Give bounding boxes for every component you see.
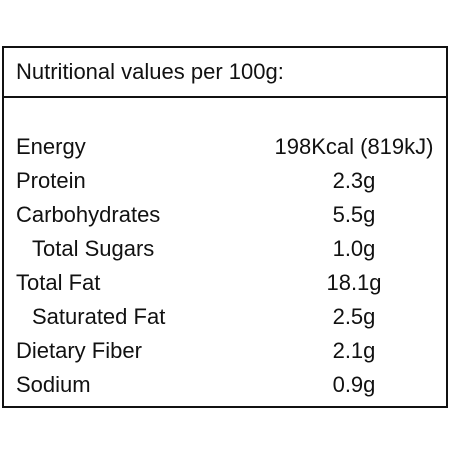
nutrient-value: 2.1g bbox=[332, 338, 376, 363]
nutrition-panel-title: Nutritional values per 100g: bbox=[16, 59, 284, 84]
nutrition-row-total-fat: Total Fat 18.1g bbox=[4, 266, 446, 300]
nutrient-label: Total Fat bbox=[16, 270, 101, 295]
nutrient-label: Carbohydrates bbox=[16, 202, 161, 227]
nutrient-label: Protein bbox=[16, 168, 86, 193]
nutrition-panel: Nutritional values per 100g: Energy 198K… bbox=[2, 46, 448, 408]
nutrition-row-total-sugars: Total Sugars 1.0g bbox=[4, 232, 446, 266]
nutrient-value: 18.1g bbox=[326, 270, 382, 295]
nutrition-row-carbohydrates: Carbohydrates 5.5g bbox=[4, 198, 446, 232]
nutrition-row-energy: Energy 198Kcal (819kJ) bbox=[4, 130, 446, 164]
nutrient-label: Sodium bbox=[16, 372, 91, 397]
nutrient-value: 1.0g bbox=[332, 236, 376, 261]
nutrition-row-protein: Protein 2.3g bbox=[4, 164, 446, 198]
nutrient-value: 0.9g bbox=[332, 372, 376, 397]
nutrient-label: Total Sugars bbox=[32, 236, 155, 261]
nutrition-row-saturated-fat: Saturated Fat 2.5g bbox=[4, 300, 446, 334]
nutrient-label: Dietary Fiber bbox=[16, 338, 142, 363]
nutrition-panel-header: Nutritional values per 100g: bbox=[4, 48, 446, 98]
nutrition-row-dietary-fiber: Dietary Fiber 2.1g bbox=[4, 334, 446, 368]
nutrition-row-sodium: Sodium 0.9g bbox=[4, 368, 446, 402]
nutrient-value: 2.5g bbox=[332, 304, 376, 329]
nutrient-label: Energy bbox=[16, 134, 86, 159]
nutrient-value: 2.3g bbox=[332, 168, 376, 193]
nutrition-rows: Energy 198Kcal (819kJ) Protein 2.3g Carb… bbox=[4, 130, 446, 402]
nutrient-label: Saturated Fat bbox=[32, 304, 166, 329]
nutrient-value: 5.5g bbox=[332, 202, 376, 227]
nutrient-value: 198Kcal (819kJ) bbox=[274, 134, 434, 159]
